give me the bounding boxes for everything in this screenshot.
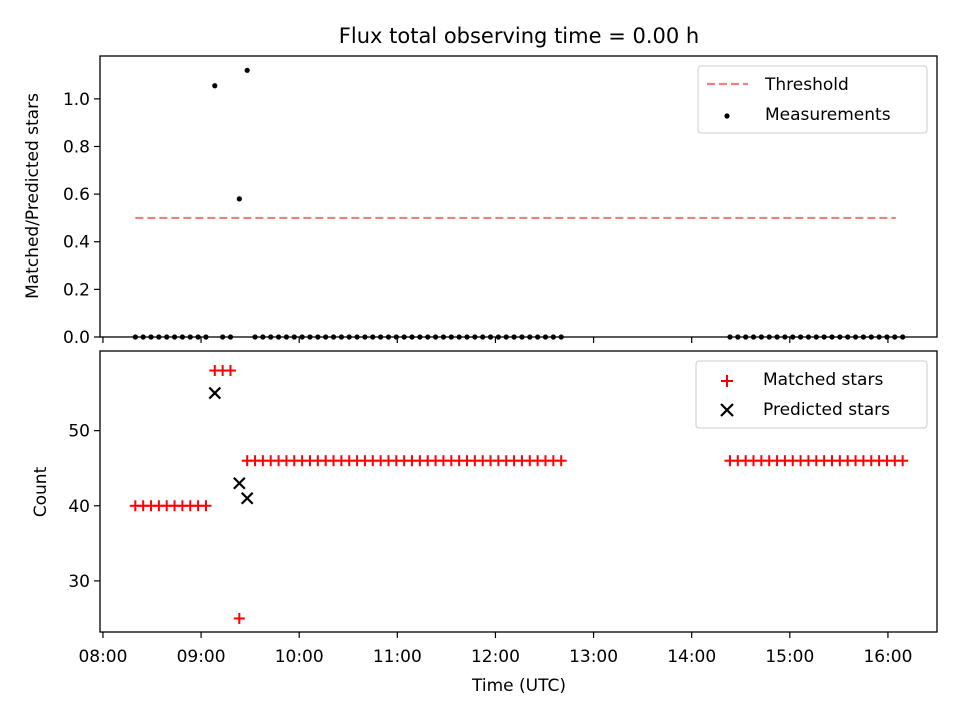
- bottom-legend-box: [695, 360, 928, 429]
- legend-threshold-label: Threshold: [764, 75, 849, 95]
- measurement-point: [236, 196, 242, 202]
- chart-title: Flux total observing time = 0.00 h: [339, 24, 699, 48]
- x-tick-label: 15:00: [765, 647, 814, 667]
- predicted-star-point-b: [240, 491, 254, 505]
- x-tick-label: 10:00: [275, 647, 324, 667]
- legend-predicted-label: Predicted stars: [763, 400, 890, 420]
- x-tick-label: 09:00: [177, 647, 226, 667]
- x-tick-label: 08:00: [78, 647, 127, 667]
- legend-measurements-label: Measurements: [765, 105, 891, 125]
- legend-matched-swatch: [721, 375, 733, 387]
- top-y-tick-label: 0.2: [63, 280, 90, 300]
- bottom-legend: Matched stars Predicted stars: [695, 360, 928, 429]
- top-panel: 0.0 0.2 0.4 0.6 0.8 1.0 Matched/Predicted sta…: [23, 55, 938, 348]
- top-y-tick-label: 0.8: [63, 137, 90, 157]
- bottom-y-tick-label: 40: [68, 497, 90, 517]
- measurement-point: [244, 67, 250, 73]
- top-y-tick-label: 0.0: [63, 328, 90, 348]
- top-legend: Threshold Measurements: [697, 65, 928, 134]
- predicted-star-point: [233, 476, 246, 490]
- x-tick-label: 11:00: [373, 647, 422, 667]
- x-tick-label: 16:00: [863, 647, 912, 667]
- top-y-tick-label: 0.4: [63, 233, 90, 253]
- predicted-star-point: [240, 491, 254, 505]
- bottom-y-tick-label: 50: [68, 422, 90, 442]
- matched-star-point: [233, 612, 245, 624]
- top-legend-box: [697, 65, 928, 134]
- legend-measurements-swatch: [724, 113, 730, 119]
- bottom-plot-frame: [99, 350, 938, 633]
- x-tick-label: 13:00: [569, 647, 618, 667]
- bottom-y-axis-label: Count: [31, 466, 51, 517]
- bottom-y-tick-label: 30: [68, 572, 90, 592]
- top-y-tick-label: 0.6: [63, 185, 90, 205]
- bottom-panel: 30 40 50 08:00 09:00 10:00 11:00 12:00 13:00 14:0…: [31, 350, 938, 696]
- predicted-star-point-b: [208, 386, 222, 400]
- top-y-tick-label: 1.0: [63, 90, 90, 110]
- top-y-axis-label: Matched/Predicted stars: [23, 93, 43, 299]
- matched-star-point: [200, 500, 212, 512]
- legend-predicted-swatch: [720, 403, 734, 417]
- x-tick-label: 14:00: [667, 647, 716, 667]
- x-axis-label: Time (UTC): [471, 676, 566, 696]
- predicted-star-point-b: [233, 476, 246, 490]
- legend-matched-label: Matched stars: [763, 370, 883, 390]
- matched-star-point: [897, 455, 909, 467]
- x-tick-label: 12:00: [471, 647, 520, 667]
- top-plot-frame: [99, 55, 938, 338]
- predicted-star-point: [208, 386, 222, 400]
- measurement-point: [212, 83, 218, 89]
- matched-star-point: [555, 455, 567, 467]
- matched-star-point: [225, 365, 237, 377]
